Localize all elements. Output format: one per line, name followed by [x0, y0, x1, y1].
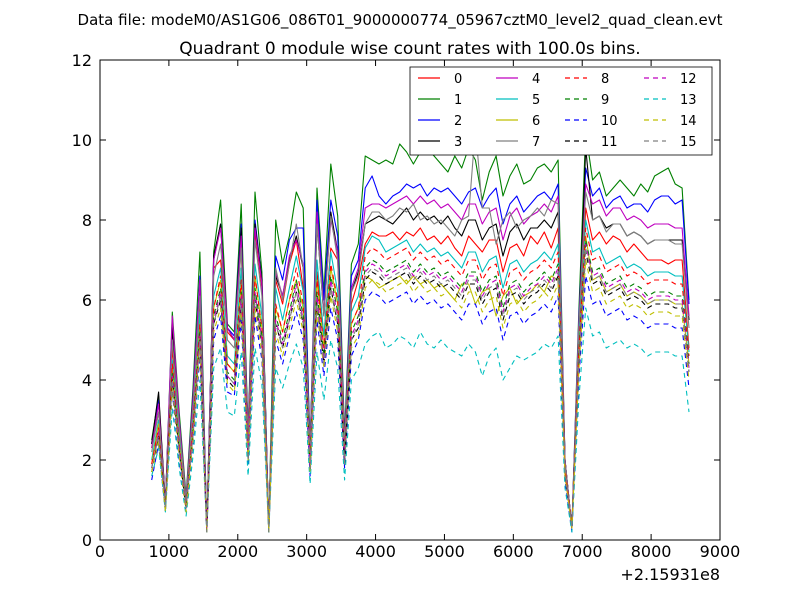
legend-label-13: 13: [680, 93, 697, 108]
series-line-1: [151, 131, 690, 529]
x-tick-label: 0: [95, 542, 105, 561]
x-tick-label: 5000: [424, 542, 465, 561]
legend-label-5: 5: [532, 93, 540, 108]
legend-label-11: 11: [601, 135, 618, 150]
legend-label-2: 2: [454, 114, 462, 129]
y-tick-label: 12: [72, 51, 92, 70]
y-tick-label: 6: [82, 291, 92, 310]
series-line-0: [151, 207, 690, 529]
legend-label-6: 6: [532, 114, 540, 129]
series-line-2: [151, 167, 690, 529]
legend-box: [409, 66, 713, 156]
legend-label-7: 7: [532, 135, 540, 150]
series-line-7: [151, 127, 690, 529]
y-tick-label: 8: [82, 211, 92, 230]
legend-label-10: 10: [601, 114, 618, 129]
legend-label-8: 8: [601, 72, 609, 87]
legend-label-3: 3: [454, 135, 462, 150]
y-tick-label: 2: [82, 451, 92, 470]
chart-title: Quadrant 0 module wise count rates with …: [179, 39, 640, 59]
x-tick-label: 3000: [286, 542, 327, 561]
x-tick-label: 1000: [149, 542, 190, 561]
series-line-5: [151, 219, 690, 529]
series-line-4: [151, 183, 690, 529]
x-tick-label: 9000: [700, 542, 741, 561]
legend-label-14: 14: [680, 114, 697, 129]
legend-label-12: 12: [680, 72, 697, 87]
legend-label-9: 9: [601, 93, 609, 108]
series-group: [151, 127, 690, 533]
legend-label-0: 0: [454, 72, 462, 87]
series-line-12: [151, 243, 690, 533]
suptitle: Data file: modeM0/AS1G06_086T01_90000007…: [78, 11, 723, 30]
y-tick-label: 4: [82, 371, 92, 390]
series-line-15: [151, 247, 690, 533]
x-tick-label: 7000: [562, 542, 603, 561]
series-line-10: [151, 275, 690, 533]
x-tick-label: 8000: [631, 542, 672, 561]
x-tick-label: 4000: [355, 542, 396, 561]
legend-label-15: 15: [680, 135, 697, 150]
x-tick-label: 2000: [217, 542, 258, 561]
legend-label-1: 1: [454, 93, 462, 108]
plot-area: 0 1000 2000 3000 4000 5000 6000 7000 8000 9000 0 2 4…: [72, 51, 741, 561]
series-line-8: [151, 227, 690, 533]
y-tick-label: 0: [82, 531, 92, 550]
legend-label-4: 4: [532, 72, 540, 87]
x-tick-label: 6000: [493, 542, 534, 561]
x-offset-label: +2.15931e8: [620, 565, 720, 584]
series-line-11: [151, 251, 690, 533]
series-line-13: [151, 307, 690, 533]
series-line-9: [151, 239, 690, 533]
series-line-14: [151, 259, 690, 533]
y-tick-label: 10: [72, 131, 92, 150]
